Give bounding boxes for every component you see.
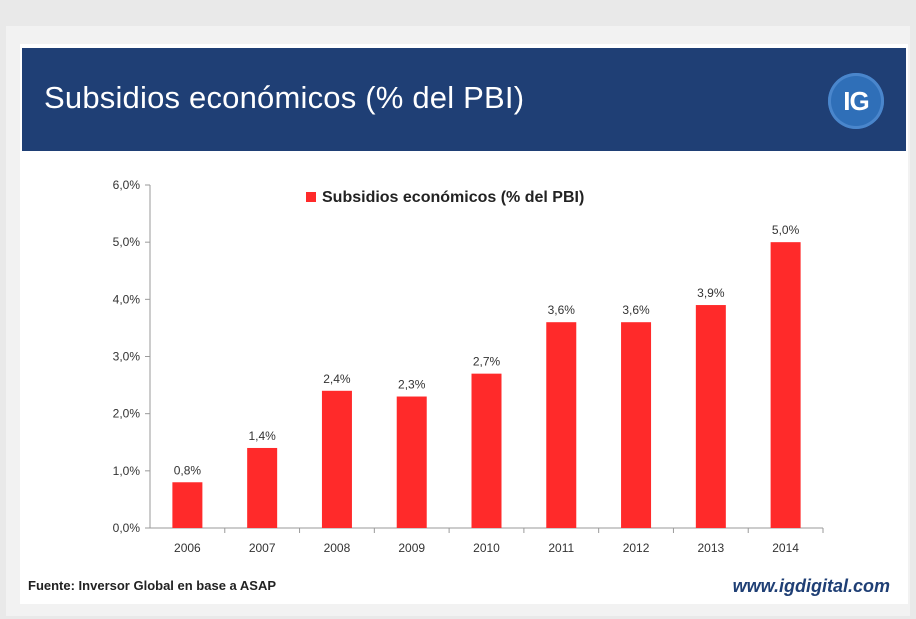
bar [770,242,801,528]
data-label: 3,6% [622,303,650,317]
y-tick-label: 1,0% [113,464,141,478]
data-label: 3,9% [697,286,725,300]
ig-logo-icon: IG [828,73,884,129]
slide-title: Subsidios económicos (% del PBI) [44,80,525,115]
bar [396,396,427,528]
y-tick-label: 3,0% [113,350,141,364]
source-note: Fuente: Inversor Global en base a ASAP [28,578,277,593]
x-tick-label: 2007 [249,541,276,555]
y-tick-label: 0,0% [113,521,141,535]
data-label: 2,7% [473,355,501,369]
legend: Subsidios económicos (% del PBI) [306,189,584,206]
data-label: 1,4% [248,429,276,443]
bar [621,322,652,528]
slide-header: Subsidios económicos (% del PBI) IG [22,48,906,151]
x-tick-label: 2008 [324,541,351,555]
logo-text: IG [843,85,869,116]
bar [321,390,352,528]
bar [695,305,726,528]
website-link[interactable]: www.igdigital.com [732,576,890,596]
data-label: 3,6% [548,303,576,317]
x-tick-label: 2012 [623,541,650,555]
legend-label: Subsidios económicos (% del PBI) [322,189,584,206]
y-tick-label: 2,0% [113,407,141,421]
data-label: 2,4% [323,372,351,386]
bars: 0,8% 1,4% 2,4% 2,3% 2,7% 3,6% 3,6% 3,9% 5,0% [172,223,801,528]
x-tick-label: 2013 [697,541,724,555]
x-tick-label: 2009 [398,541,425,555]
y-tick-label: 5,0% [113,235,141,249]
x-tick-label: 2014 [772,541,799,555]
y-tick-label: 4,0% [113,292,141,306]
bar [172,482,203,528]
legend-swatch [306,192,316,202]
bar [247,447,278,528]
data-label: 5,0% [772,223,800,237]
x-tick-label: 2010 [473,541,500,555]
data-label: 2,3% [398,378,426,392]
bar [546,322,577,528]
y-tick-label: 6,0% [113,178,141,192]
data-label: 0,8% [174,463,202,477]
y-axis: 0,0% 1,0% 2,0% 3,0% 4,0% 5,0% 6,0% [113,178,151,535]
x-tick-label: 2006 [174,541,201,555]
x-axis: 2006 2007 2008 2009 2010 2011 2012 2013 2014 [150,527,824,555]
x-tick-label: 2011 [548,541,574,555]
bar [471,373,502,528]
